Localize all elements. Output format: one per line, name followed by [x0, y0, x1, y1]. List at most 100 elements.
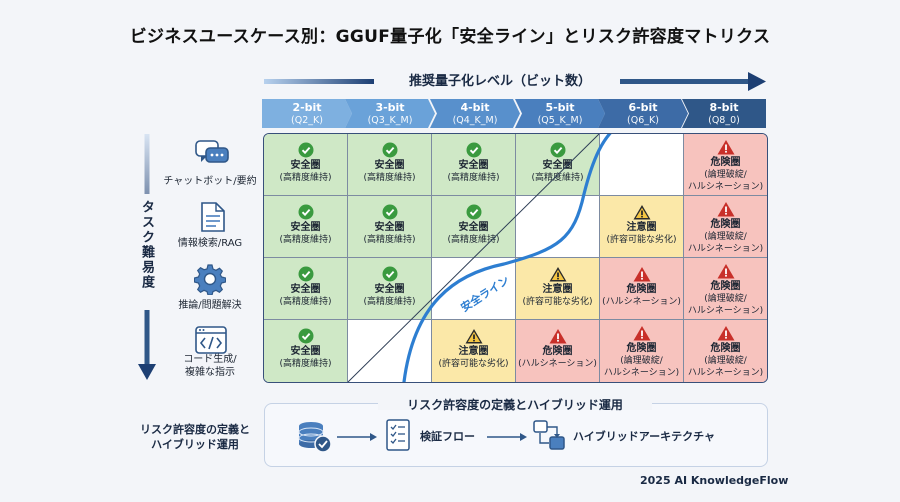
cell-zone-desc: (論理破綻/	[704, 232, 747, 242]
warning-red-icon	[633, 267, 650, 282]
bottom-section-title: リスク許容度の定義とハイブリッド運用	[407, 398, 623, 412]
bottom-title-backdrop	[378, 394, 652, 410]
matrix-cell: 安全圏 (高精度維持)	[264, 320, 348, 382]
warning-red-icon	[549, 329, 566, 344]
footer-credit: 2025 AI KnowledgeFlow	[640, 474, 789, 487]
matrix-cell	[348, 320, 432, 382]
cell-zone-title: 安全圏	[374, 284, 405, 295]
warning-red-icon	[717, 140, 734, 155]
column-bits: 3-bit	[375, 101, 405, 114]
cell-zone-desc: (高精度維持)	[279, 173, 332, 183]
warning-triangle-icon	[633, 205, 650, 220]
cell-zone-desc: (許容可能な劣化)	[438, 359, 509, 369]
y-axis-label: タスク難易度	[139, 200, 154, 290]
matrix-cell: 危険圏 (論理破綻/ハルシネーション)	[684, 196, 767, 258]
check-circle-icon	[298, 266, 313, 282]
matrix-cell: 安全圏 (高精度維持)	[348, 134, 432, 196]
risk-definition-line: ハイブリッド運用	[151, 438, 239, 451]
cell-zone-desc: ハルシネーション)	[687, 244, 764, 254]
cell-zone-desc: ハルシネーション)	[687, 306, 764, 316]
cell-zone-desc: (論理破綻/	[704, 294, 747, 304]
column-bits: 6-bit	[628, 101, 658, 114]
cell-zone-desc: ハルシネーション)	[687, 182, 764, 192]
cell-zone-desc: (高精度維持)	[279, 359, 332, 369]
column-bits: 2-bit	[292, 101, 322, 114]
cell-zone-desc: (高精度維持)	[279, 297, 332, 307]
cell-zone-title: 危険圏	[710, 281, 741, 292]
document-icon	[198, 201, 228, 237]
cell-zone-title: 危険圏	[710, 219, 741, 230]
cell-zone-desc: (高精度維持)	[363, 297, 416, 307]
matrix-cell: 危険圏 (論理破綻/ハルシネーション)	[684, 258, 767, 320]
column-quant: (Q2_K)	[291, 115, 323, 126]
row-label-line: コード生成/	[183, 354, 237, 365]
check-circle-icon	[382, 142, 397, 158]
matrix-cell: 安全圏 (高精度維持)	[348, 196, 432, 258]
matrix-cell: 危険圏 (論理破綻/ハルシネーション)	[600, 320, 684, 382]
warning-triangle-icon	[465, 329, 482, 344]
matrix-cell: 安全圏 (高精度維持)	[264, 134, 348, 196]
hybrid-architecture-label: ハイブリッドアーキテクチャ	[573, 430, 716, 443]
matrix-cell	[516, 196, 600, 258]
cell-zone-title: 注意圏	[626, 222, 657, 233]
matrix-cell: 安全圏 (高精度維持)	[516, 134, 600, 196]
matrix-cell: 安全圏 (高精度維持)	[348, 258, 432, 320]
cell-zone-title: 危険圏	[710, 157, 741, 168]
cell-zone-title: 危険圏	[710, 343, 741, 354]
matrix-cell: 安全圏 (高精度維持)	[432, 196, 516, 258]
cell-zone-desc: (論理破綻/	[704, 170, 747, 180]
check-circle-icon	[550, 142, 565, 158]
warning-red-icon	[717, 264, 734, 279]
column-bits: 5-bit	[545, 101, 575, 114]
cell-zone-title: 安全圏	[458, 160, 489, 171]
matrix-cell: 安全圏 (高精度維持)	[432, 134, 516, 196]
hybrid-architecture-icon	[533, 420, 565, 450]
row-label: 推論/問題解決	[160, 299, 260, 312]
warning-triangle-icon	[549, 267, 566, 282]
check-circle-icon	[298, 328, 313, 344]
column-quant: (Q6_K)	[627, 115, 659, 126]
row-label-line: 複雑な指示	[185, 367, 235, 378]
cell-zone-desc: ハルシネーション)	[603, 368, 680, 378]
warning-red-icon	[633, 326, 650, 341]
matrix-cell: 注意圏 (許容可能な劣化)	[600, 196, 684, 258]
arrow-right-icon	[487, 433, 527, 441]
column-header-5-bit: 5-bit (Q5_K_M)	[515, 99, 605, 128]
cell-zone-title: 危険圏	[626, 284, 657, 295]
column-quant: (Q3_K_M)	[367, 115, 413, 126]
check-circle-icon	[382, 266, 397, 282]
check-circle-icon	[298, 142, 313, 158]
matrix-cell: 安全圏 (高精度維持)	[264, 258, 348, 320]
cell-zone-title: 注意圏	[542, 284, 573, 295]
warning-red-icon	[717, 326, 734, 341]
check-circle-icon	[466, 204, 481, 220]
risk-definition-line: リスク許容度の定義と	[140, 423, 250, 436]
database-check-icon	[298, 422, 332, 453]
column-header-4-bit: 4-bit (Q4_K_M)	[430, 99, 520, 128]
column-header-8-bit: 8-bit (Q8_0)	[682, 99, 766, 128]
row-label: チャットボット/要約	[160, 175, 260, 188]
column-header-3-bit: 3-bit (Q3_K_M)	[345, 99, 435, 128]
column-quant: (Q4_K_M)	[452, 115, 498, 126]
row-label: 情報検索/RAG	[160, 237, 260, 250]
warning-red-icon	[717, 202, 734, 217]
cell-zone-title: 危険圏	[542, 346, 573, 357]
column-quant: (Q8_0)	[708, 115, 740, 126]
column-header-2-bit: 2-bit (Q2_K)	[262, 99, 352, 128]
risk-definition-label: リスク許容度の定義と ハイブリッド運用	[130, 422, 260, 452]
cell-zone-desc: (高精度維持)	[363, 173, 416, 183]
column-bits: 4-bit	[460, 101, 490, 114]
matrix-cell: 注意圏 (許容可能な劣化)	[516, 258, 600, 320]
cell-zone-title: 安全圏	[374, 222, 405, 233]
cell-zone-desc: (高精度維持)	[531, 173, 584, 183]
x-axis-label: 推奨量子化レベル（ビット数）	[408, 74, 591, 89]
chat-bubbles-icon	[194, 139, 230, 173]
gear-icon	[193, 263, 227, 299]
verification-flow-label: 検証フロー	[420, 430, 475, 443]
cell-zone-title: 安全圏	[290, 160, 321, 171]
x-axis-arrow	[264, 72, 766, 91]
cell-zone-desc: (論理破綻/	[620, 356, 663, 366]
cell-zone-title: 注意圏	[458, 346, 489, 357]
check-circle-icon	[382, 204, 397, 220]
column-quant: (Q5_K_M)	[537, 115, 583, 126]
